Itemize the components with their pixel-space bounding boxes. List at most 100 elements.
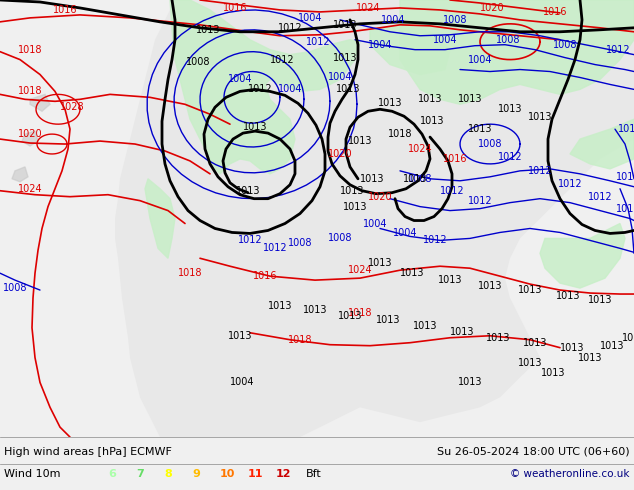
Text: Bft: Bft — [306, 469, 321, 479]
Text: 1012: 1012 — [618, 124, 634, 134]
Text: 1012: 1012 — [278, 23, 302, 33]
Text: 9: 9 — [192, 469, 200, 479]
Text: 1012: 1012 — [423, 235, 448, 245]
Text: 1013: 1013 — [376, 315, 400, 325]
Text: 8: 8 — [164, 469, 172, 479]
Text: 1004: 1004 — [228, 74, 252, 84]
Text: 1004: 1004 — [433, 35, 457, 45]
Text: 1008: 1008 — [478, 139, 502, 149]
Text: 1013: 1013 — [527, 112, 552, 122]
Text: 1013: 1013 — [458, 377, 482, 388]
Text: 1013: 1013 — [458, 95, 482, 104]
Text: 1016: 1016 — [443, 154, 467, 164]
Text: 1020: 1020 — [18, 129, 42, 139]
Text: 1018: 1018 — [348, 308, 372, 318]
Text: 1013: 1013 — [478, 281, 502, 291]
Text: 1013: 1013 — [541, 368, 566, 377]
Text: 7: 7 — [136, 469, 144, 479]
Text: 1018: 1018 — [388, 129, 412, 139]
Text: 1004: 1004 — [468, 54, 492, 65]
Text: 1013: 1013 — [400, 268, 424, 278]
Text: 1018: 1018 — [288, 335, 313, 345]
Text: 1012: 1012 — [238, 235, 262, 245]
Text: 11: 11 — [248, 469, 264, 479]
Text: 1004: 1004 — [363, 219, 387, 228]
Text: 1012: 1012 — [558, 179, 582, 189]
Text: 1008: 1008 — [3, 283, 27, 293]
Text: 1013: 1013 — [588, 295, 612, 305]
Polygon shape — [145, 179, 175, 258]
Text: 1008: 1008 — [553, 40, 577, 49]
Text: 1004: 1004 — [368, 40, 392, 49]
Text: 1013: 1013 — [236, 186, 260, 196]
Text: 1024: 1024 — [408, 144, 432, 154]
Text: 1013: 1013 — [368, 258, 392, 268]
Text: 1016: 1016 — [253, 271, 277, 281]
Text: © weatheronline.co.uk: © weatheronline.co.uk — [510, 469, 630, 479]
Text: 1012: 1012 — [269, 54, 294, 65]
Text: 1013: 1013 — [450, 327, 474, 337]
Text: 6: 6 — [108, 469, 116, 479]
Polygon shape — [22, 131, 38, 146]
Text: Wind 10m: Wind 10m — [4, 469, 60, 479]
Text: 10: 10 — [220, 469, 235, 479]
Text: 1020: 1020 — [368, 192, 392, 202]
Text: 1013: 1013 — [560, 343, 585, 353]
Text: 1024: 1024 — [18, 184, 42, 194]
Polygon shape — [570, 119, 634, 169]
Text: 1004: 1004 — [381, 15, 405, 25]
Text: 1013: 1013 — [268, 301, 292, 311]
Text: 1016: 1016 — [223, 3, 247, 13]
Text: 1013: 1013 — [518, 285, 542, 295]
Text: 1004: 1004 — [278, 84, 302, 95]
Text: 1013: 1013 — [378, 98, 402, 108]
Text: 1004: 1004 — [298, 13, 322, 23]
Text: 1012: 1012 — [588, 192, 612, 202]
Text: 1013: 1013 — [518, 358, 542, 368]
Text: 1024: 1024 — [356, 3, 380, 13]
Text: 1008: 1008 — [186, 56, 210, 67]
Text: 1013: 1013 — [437, 275, 462, 285]
Polygon shape — [30, 95, 50, 111]
Text: 1013: 1013 — [359, 174, 384, 184]
Text: 1004: 1004 — [328, 73, 353, 82]
Text: 1012: 1012 — [527, 166, 552, 176]
Text: 1013: 1013 — [578, 353, 602, 363]
Text: 1013: 1013 — [486, 333, 510, 343]
Polygon shape — [370, 25, 450, 74]
Text: 1013: 1013 — [243, 122, 268, 132]
Text: 1013: 1013 — [333, 52, 357, 63]
Text: 1016: 1016 — [53, 5, 77, 15]
Polygon shape — [170, 0, 360, 174]
Text: 1018: 1018 — [18, 45, 42, 55]
Polygon shape — [400, 0, 634, 104]
Text: 1024: 1024 — [347, 265, 372, 275]
Text: 1013: 1013 — [523, 338, 547, 348]
Text: 1013: 1013 — [403, 174, 427, 184]
Text: 1013: 1013 — [498, 104, 522, 114]
Text: 1012: 1012 — [616, 172, 634, 182]
Text: 1013: 1013 — [622, 333, 634, 343]
Text: 1013: 1013 — [343, 201, 367, 212]
Text: 1018: 1018 — [18, 86, 42, 97]
Text: 1013: 1013 — [420, 116, 444, 126]
Text: 1020: 1020 — [480, 3, 504, 13]
Text: 1028: 1028 — [60, 102, 84, 112]
Text: 1012: 1012 — [468, 196, 493, 206]
Text: 1013: 1013 — [340, 186, 365, 196]
Text: 1008: 1008 — [328, 233, 353, 244]
Text: 1012: 1012 — [306, 37, 330, 47]
Text: 1008: 1008 — [443, 15, 467, 25]
Text: 1016: 1016 — [543, 7, 567, 17]
Text: 1012: 1012 — [262, 244, 287, 253]
Text: 1012: 1012 — [248, 84, 273, 95]
Text: 1008: 1008 — [288, 238, 313, 248]
Text: 1013: 1013 — [303, 305, 327, 315]
Text: 1012: 1012 — [605, 45, 630, 55]
Text: Su 26-05-2024 18:00 UTC (06+60): Su 26-05-2024 18:00 UTC (06+60) — [437, 446, 630, 457]
Text: 1013: 1013 — [468, 124, 492, 134]
Text: 1013: 1013 — [348, 136, 372, 146]
Polygon shape — [115, 0, 634, 437]
Text: 1013: 1013 — [413, 321, 437, 331]
Text: 1013: 1013 — [338, 311, 362, 321]
